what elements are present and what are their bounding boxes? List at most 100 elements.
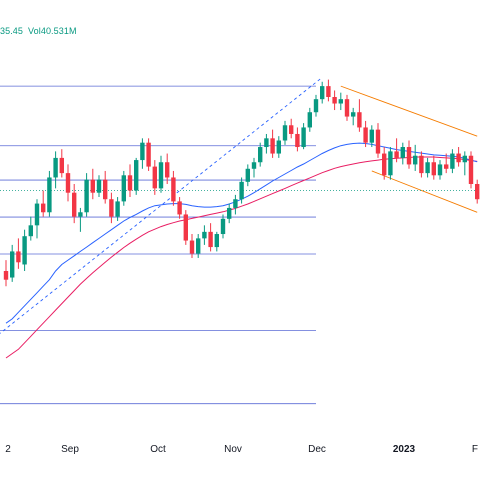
candle-body bbox=[121, 175, 126, 202]
candle-71 bbox=[437, 160, 443, 180]
candle-20 bbox=[121, 170, 126, 206]
candle-77 bbox=[475, 179, 480, 204]
candle-52 bbox=[320, 81, 325, 104]
candle-62 bbox=[382, 147, 387, 180]
candle-57 bbox=[351, 107, 356, 126]
candle-9 bbox=[53, 151, 58, 189]
candle-body bbox=[320, 86, 325, 100]
candle-16 bbox=[96, 175, 102, 198]
candle-body bbox=[462, 155, 467, 163]
candle-body bbox=[419, 155, 424, 174]
candle-26 bbox=[158, 155, 164, 193]
candle-22 bbox=[134, 157, 139, 195]
candle-body bbox=[468, 155, 474, 184]
volume-label: Vol bbox=[28, 26, 41, 36]
candle-44 bbox=[270, 129, 275, 158]
candle-body bbox=[177, 201, 182, 215]
candle-body bbox=[47, 177, 52, 213]
candle-body bbox=[146, 142, 151, 167]
candle-43 bbox=[264, 133, 269, 154]
candle-body bbox=[375, 129, 381, 154]
candle-61 bbox=[375, 123, 381, 158]
volume-value: 40.531M bbox=[40, 26, 77, 36]
candle-body bbox=[16, 251, 21, 263]
candle-body bbox=[214, 234, 219, 248]
candle-body bbox=[84, 179, 89, 213]
candle-body bbox=[196, 238, 201, 254]
candle-body bbox=[388, 151, 393, 176]
candle-6 bbox=[34, 199, 40, 239]
candle-31 bbox=[189, 234, 195, 258]
candle-49 bbox=[301, 123, 306, 150]
candle-body bbox=[313, 99, 319, 113]
candle-48 bbox=[295, 127, 300, 152]
candle-body bbox=[165, 162, 170, 178]
candle-body bbox=[220, 218, 226, 235]
x-tick-label: Dec bbox=[308, 444, 326, 455]
candle-29 bbox=[177, 197, 182, 219]
candle-39 bbox=[239, 177, 244, 204]
candle-body bbox=[431, 162, 436, 176]
candle-27 bbox=[165, 153, 170, 184]
candle-body bbox=[10, 251, 15, 278]
candle-17 bbox=[103, 170, 108, 204]
candle-60 bbox=[369, 125, 374, 148]
candle-10 bbox=[59, 149, 64, 178]
x-tick-label: 2 bbox=[5, 444, 11, 455]
candle-body bbox=[202, 231, 207, 239]
candle-40 bbox=[245, 164, 250, 187]
candle-63 bbox=[388, 147, 393, 180]
candle-body bbox=[258, 147, 263, 163]
candle-body bbox=[72, 192, 77, 217]
candle-body bbox=[394, 151, 399, 158]
candle-54 bbox=[332, 90, 337, 111]
candle-72 bbox=[444, 153, 449, 174]
candle-37 bbox=[227, 203, 232, 224]
candle-body bbox=[233, 199, 238, 208]
candle-body bbox=[227, 207, 232, 219]
candle-body bbox=[307, 112, 312, 128]
candle-body bbox=[34, 203, 40, 226]
candle-8 bbox=[47, 170, 52, 217]
x-tick-label: F bbox=[472, 444, 478, 455]
candle-64 bbox=[394, 138, 399, 163]
candle-58 bbox=[357, 99, 362, 132]
candlesticks bbox=[3, 79, 480, 287]
candle-59 bbox=[363, 120, 368, 148]
candle-body bbox=[96, 179, 102, 193]
candle-body bbox=[450, 153, 455, 169]
candle-23 bbox=[140, 138, 145, 169]
candle-body bbox=[115, 201, 120, 217]
candle-body bbox=[171, 177, 176, 202]
x-tick-label: Sep bbox=[61, 444, 79, 455]
candle-42 bbox=[258, 142, 263, 167]
candle-body bbox=[189, 240, 195, 254]
candle-body bbox=[425, 162, 430, 174]
channel-lower-line bbox=[371, 170, 478, 213]
candle-53 bbox=[326, 79, 331, 102]
candle-45 bbox=[276, 136, 281, 158]
candle-body bbox=[437, 164, 443, 176]
candle-body bbox=[245, 168, 250, 182]
candle-body bbox=[109, 199, 114, 217]
candle-35 bbox=[214, 231, 219, 252]
candle-13 bbox=[78, 207, 83, 232]
candle-66 bbox=[406, 140, 412, 169]
candle-body bbox=[53, 157, 58, 178]
candle-50 bbox=[307, 107, 312, 132]
candle-46 bbox=[282, 120, 288, 145]
candle-73 bbox=[450, 149, 455, 174]
candle-1 bbox=[3, 260, 9, 287]
candle-body bbox=[134, 160, 139, 191]
candle-body bbox=[59, 157, 64, 174]
candle-3 bbox=[16, 238, 21, 269]
candle-5 bbox=[28, 216, 33, 241]
candle-69 bbox=[425, 157, 430, 178]
candle-body bbox=[444, 164, 449, 169]
candle-65 bbox=[400, 142, 405, 165]
candle-body bbox=[338, 99, 343, 104]
candle-body bbox=[239, 181, 244, 200]
candle-7 bbox=[41, 190, 46, 217]
